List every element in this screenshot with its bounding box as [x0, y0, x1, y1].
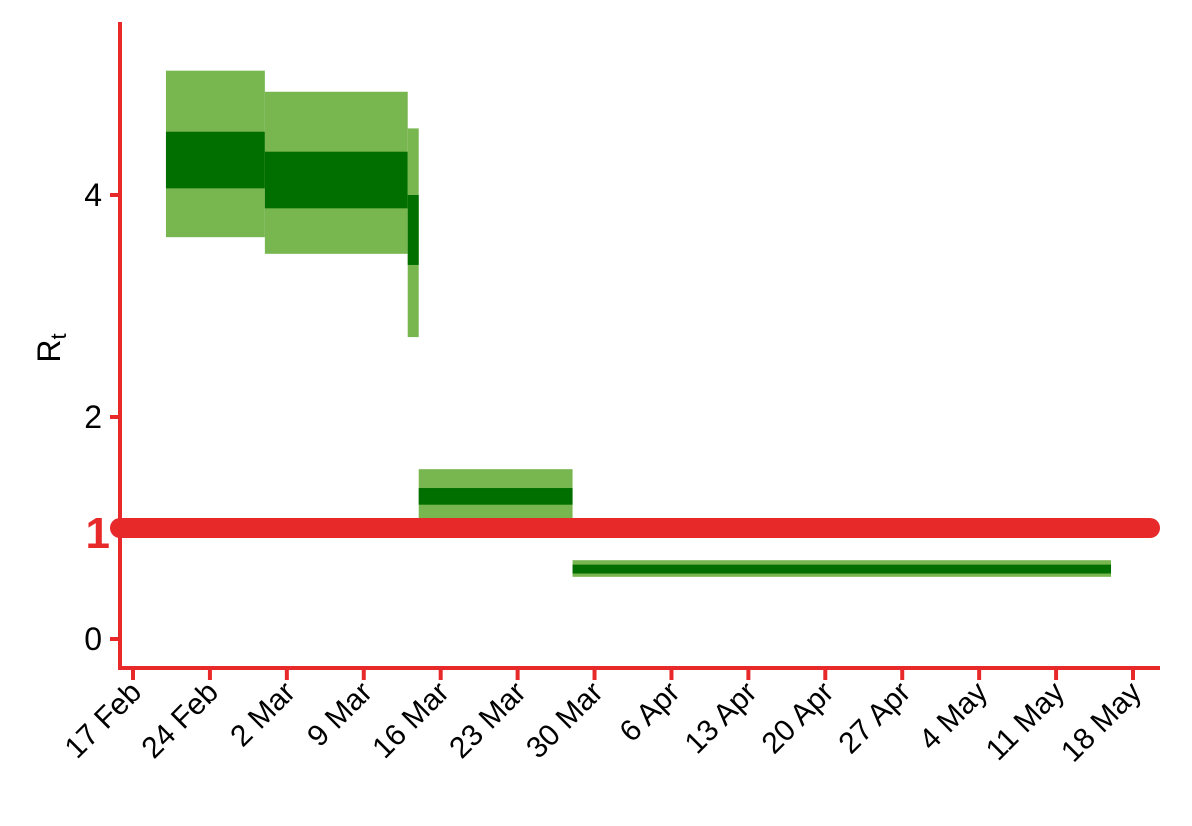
y-axis-label-main: R [31, 340, 67, 363]
x-tick-label: 30 Mar [520, 676, 609, 765]
y-axis-label: Rt [31, 333, 71, 362]
x-tick-label: 27 Apr [833, 676, 918, 761]
x-tick-label: 2 Mar [224, 676, 302, 754]
credible-interval-bands [165, 70, 1112, 577]
x-tick-label: 17 Feb [59, 676, 148, 765]
x-tick-label: 20 Apr [756, 676, 841, 761]
y-axis-label-subscript: t [46, 333, 71, 339]
inner-band-2 [407, 195, 419, 265]
x-tick-label: 13 Apr [679, 676, 764, 761]
reference-line-label: 1 [86, 509, 110, 558]
inner-band-4 [572, 564, 1112, 574]
y-ticks: 0 2 4 [84, 177, 120, 657]
x-tick-label: 11 May [980, 676, 1071, 767]
y-tick-label: 4 [84, 177, 102, 213]
x-tick-label: 16 Mar [366, 676, 455, 765]
y-tick-label: 0 [84, 621, 102, 657]
inner-band-0 [165, 131, 265, 189]
x-tick-label: 6 Apr [614, 676, 687, 749]
x-tick-label: 23 Mar [443, 676, 532, 765]
x-tick-label: 24 Feb [135, 676, 224, 765]
x-tick-label: 18 May [1055, 676, 1148, 769]
y-tick-label: 2 [84, 399, 102, 435]
inner-band-1 [264, 151, 408, 209]
inner-band-3 [418, 488, 573, 505]
